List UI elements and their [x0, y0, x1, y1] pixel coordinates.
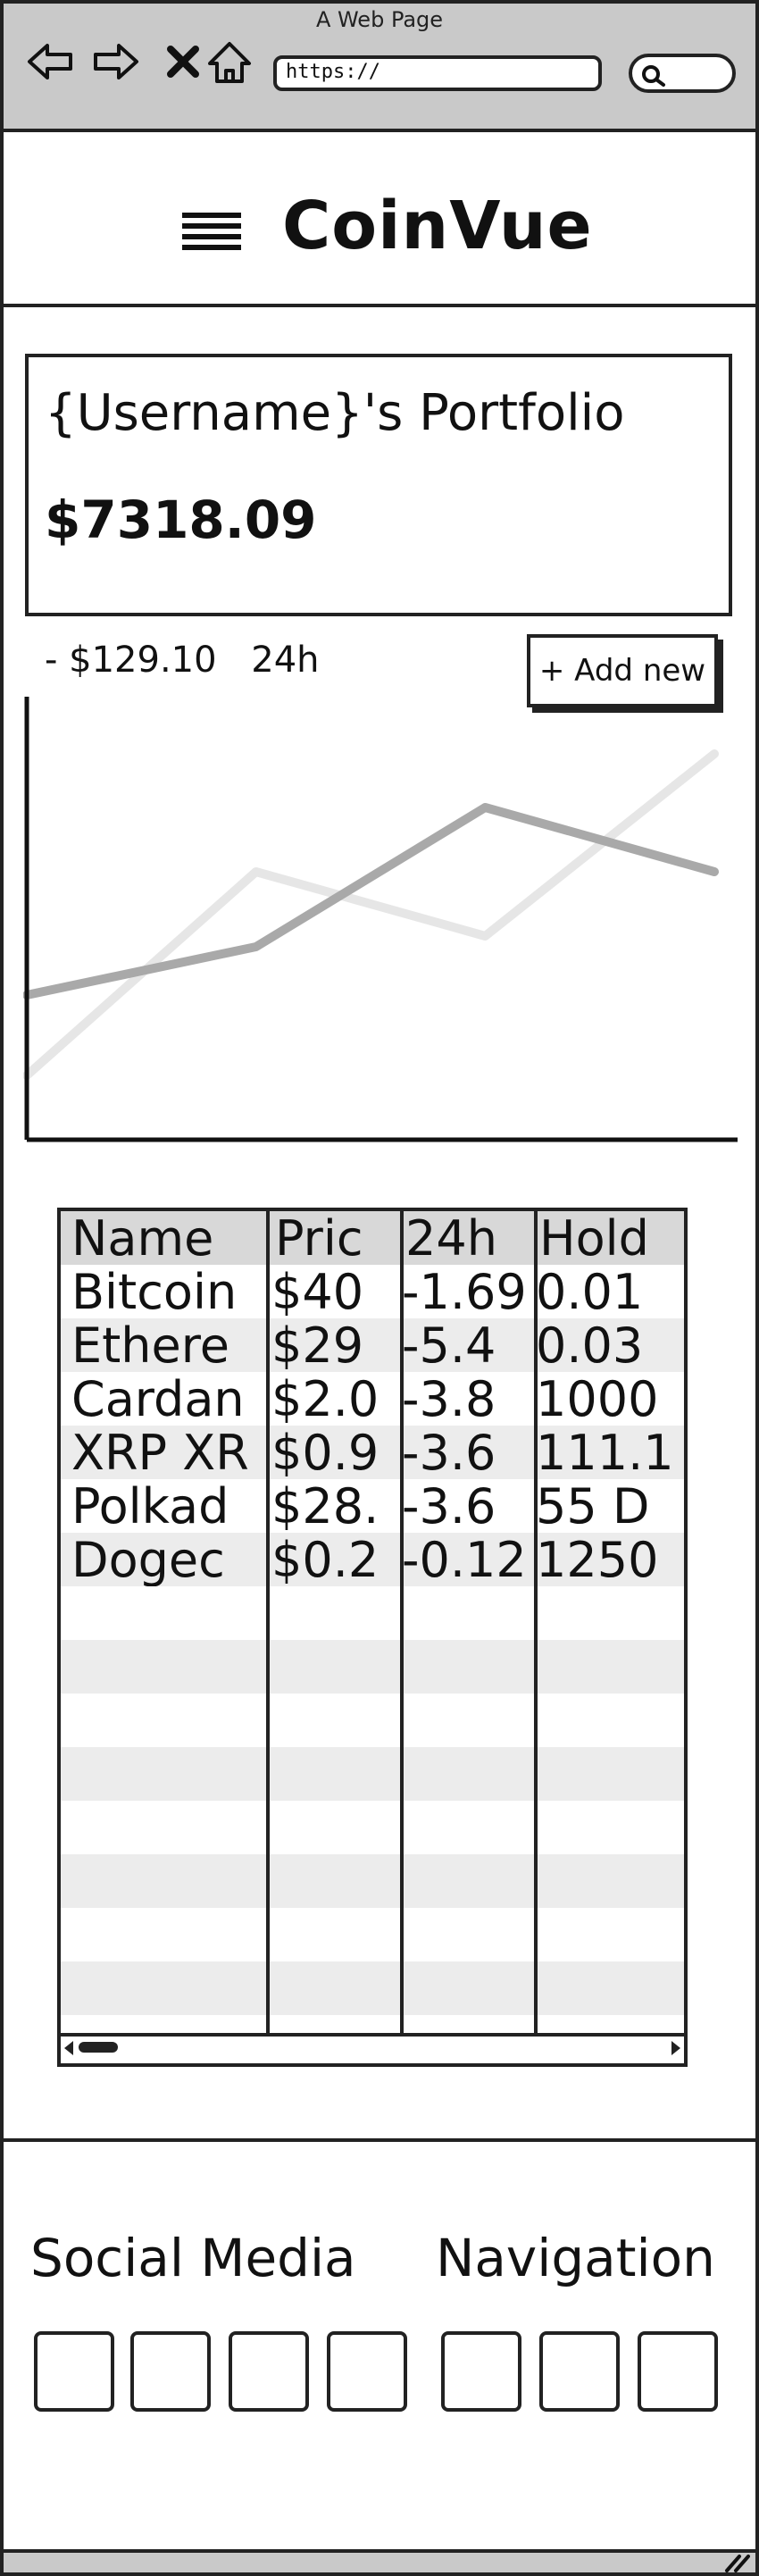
resize-grip-icon[interactable] [723, 2553, 750, 2572]
table-row[interactable]: XRP XR $0.9 -3.6 111.1 [61, 1426, 684, 1479]
social-link-2[interactable] [130, 2331, 211, 2412]
change-period: 24h [251, 640, 320, 681]
scrollbar-thumb[interactable] [79, 2042, 118, 2053]
table-cell: $29 [271, 1318, 364, 1372]
portfolio-card [25, 354, 732, 616]
add-new-button[interactable]: + Add new [527, 634, 718, 707]
column-header[interactable]: 24h [405, 1211, 497, 1265]
table-cell: $28. [271, 1479, 380, 1533]
horizontal-scrollbar[interactable] [61, 2033, 684, 2063]
table-cell: -3.8 [402, 1372, 496, 1426]
portfolio-change: - $129.10 24h [45, 640, 320, 681]
column-divider [534, 1211, 538, 2037]
chart-series-line-2 [23, 803, 719, 999]
table-cell: -3.6 [402, 1426, 496, 1479]
social-link-3[interactable] [229, 2331, 309, 2412]
column-header[interactable]: Hold [539, 1211, 649, 1265]
nav-link-3[interactable] [638, 2331, 718, 2412]
chart-series-group [23, 749, 719, 1080]
table-cell: $0.2 [271, 1533, 380, 1586]
table-cell: Polkad [71, 1479, 229, 1533]
table-row[interactable] [61, 1586, 684, 1640]
forward-arrow-icon[interactable] [89, 36, 141, 88]
column-divider [400, 1211, 404, 2037]
table-cell: 0.03 [536, 1318, 644, 1372]
table-cell: 55 D [536, 1479, 650, 1533]
table-row[interactable]: Ethere $29 -5.4 0.03 [61, 1318, 684, 1372]
table-cell: $40 [271, 1265, 364, 1318]
back-arrow-icon[interactable] [25, 36, 77, 88]
table-row[interactable] [61, 1908, 684, 1961]
table-cell: Ethere [71, 1318, 229, 1372]
social-media-heading: Social Media [30, 2228, 356, 2288]
navigation-heading: Navigation [436, 2228, 715, 2288]
table-cell: -5.4 [402, 1318, 496, 1372]
table-cell: Dogec [71, 1533, 225, 1586]
table-row[interactable] [61, 1747, 684, 1801]
table-cell: -3.6 [402, 1479, 496, 1533]
table-row[interactable] [61, 1854, 684, 1908]
table-cell: $2.0 [271, 1372, 380, 1426]
table-cell: $0.9 [271, 1426, 380, 1479]
table-cell: 111.1 [536, 1426, 674, 1479]
table-cell: Bitcoin [71, 1265, 238, 1318]
table-cell: -0.12 [402, 1533, 527, 1586]
url-input[interactable]: https:// [273, 55, 602, 91]
table-row[interactable] [61, 1694, 684, 1747]
portfolio-title: {Username}'s Portfolio [45, 384, 625, 442]
browser-search-field[interactable] [629, 54, 736, 93]
table-row[interactable]: Cardan $2.0 -3.8 1000 [61, 1372, 684, 1426]
table-row[interactable] [61, 1640, 684, 1694]
holdings-table[interactable]: Name Pric 24h Hold Bitcoin $40 -1.69 0.01 Ethere… [57, 1208, 688, 2067]
app-title: CoinVue [282, 188, 593, 264]
search-icon [642, 65, 665, 87]
scroll-right-icon[interactable] [671, 2041, 680, 2055]
footer [0, 2138, 759, 2549]
column-header[interactable]: Pric [275, 1211, 363, 1265]
table-cell: 1000 [536, 1372, 659, 1426]
portfolio-value: $7318.09 [45, 489, 317, 550]
table-cell: Cardan [71, 1372, 245, 1426]
social-link-1[interactable] [34, 2331, 114, 2412]
stop-icon[interactable] [157, 36, 209, 88]
home-icon[interactable] [204, 36, 255, 88]
table-cell: 1250 [536, 1533, 659, 1586]
table-header-row: Name Pric 24h Hold [61, 1211, 684, 1265]
table-row[interactable]: Bitcoin $40 -1.69 0.01 [61, 1265, 684, 1318]
browser-status-bar [0, 2549, 759, 2576]
page-frame [0, 132, 759, 2549]
app-header [0, 132, 759, 307]
column-header[interactable]: Name [71, 1211, 214, 1265]
table-row[interactable]: Polkad $28. -3.6 55 D [61, 1479, 684, 1533]
table-row[interactable]: Dogec $0.2 -0.12 1250 [61, 1533, 684, 1586]
nav-link-2[interactable] [539, 2331, 620, 2412]
change-amount: - $129.10 [45, 640, 217, 681]
chart-series-line-1 [23, 749, 719, 1080]
hamburger-menu-icon[interactable] [182, 213, 241, 259]
social-link-4[interactable] [327, 2331, 407, 2412]
table-cell: -1.69 [402, 1265, 527, 1318]
table-cell: 0.01 [536, 1265, 644, 1318]
portfolio-chart [23, 697, 738, 1142]
table-row[interactable] [61, 1801, 684, 1854]
scroll-left-icon[interactable] [64, 2041, 73, 2055]
nav-link-1[interactable] [441, 2331, 521, 2412]
column-divider [266, 1211, 270, 2037]
window-title: A Web Page [315, 7, 444, 32]
table-row[interactable] [61, 1961, 684, 2015]
table-cell: XRP XR [71, 1426, 249, 1479]
